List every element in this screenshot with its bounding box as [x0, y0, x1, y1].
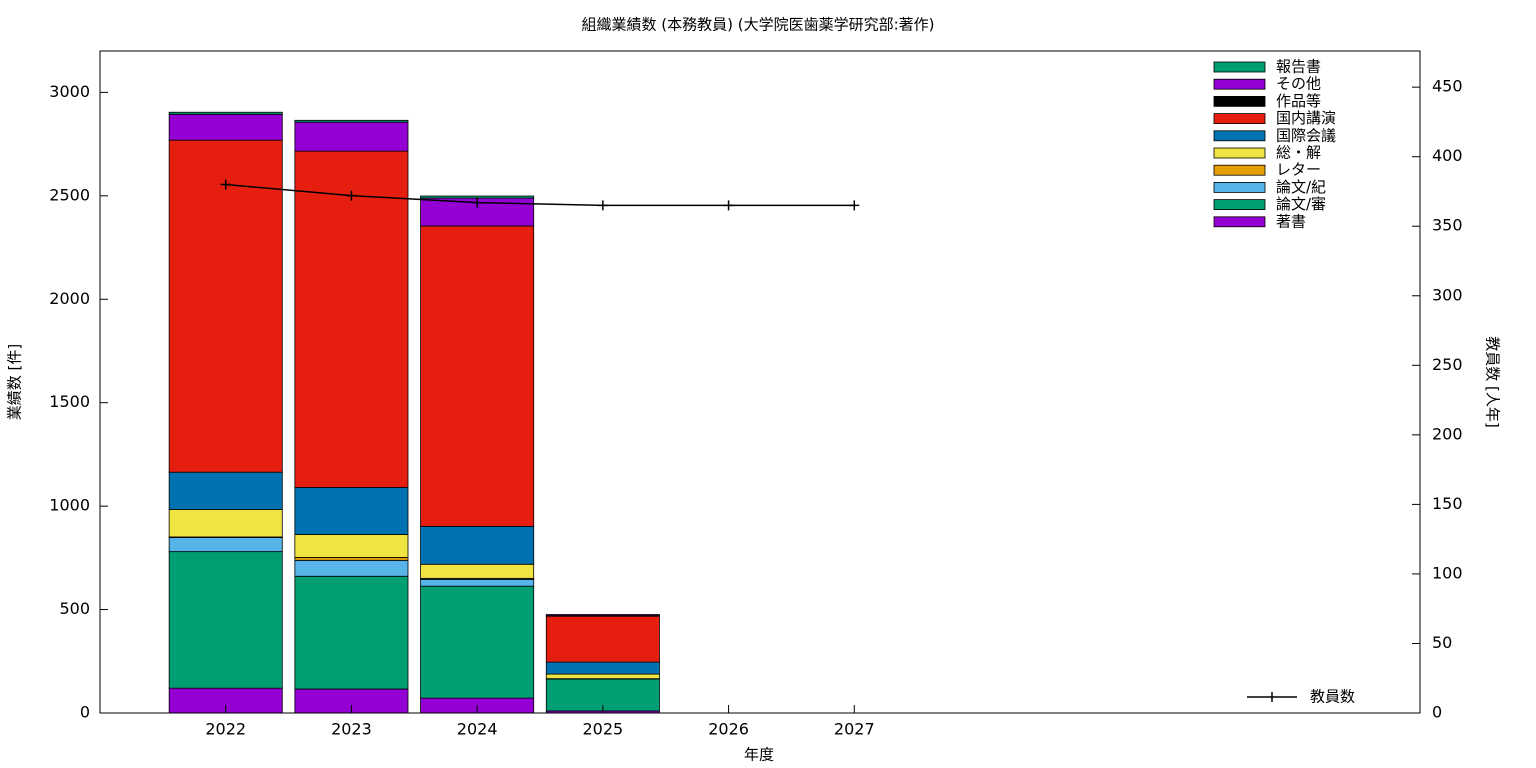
legend-swatch	[1213, 181, 1266, 193]
legend-swatch	[1213, 216, 1266, 228]
legend-label: その他	[1276, 75, 1321, 93]
legend-swatch	[1213, 61, 1266, 73]
line-point	[849, 200, 860, 211]
legend-swatch	[1213, 113, 1266, 124]
y2-tick-label: 400	[1432, 146, 1463, 165]
bar-segment	[294, 150, 409, 488]
y2-tick-label: 350	[1432, 216, 1463, 235]
y-axis-label: 業績数 [件]	[6, 344, 24, 420]
legend-label: 総・解	[1276, 144, 1321, 162]
bar-segment	[294, 487, 409, 535]
legend-label: 報告書	[1276, 58, 1321, 76]
y2-tick-label: 200	[1432, 424, 1463, 443]
x-tick-label: 2025	[582, 720, 623, 739]
x-tick-label: 2026	[708, 720, 749, 739]
bar-segment	[168, 111, 283, 115]
y2-tick-label: 100	[1432, 563, 1463, 582]
bar-segment	[294, 557, 409, 561]
y2-tick-label: 50	[1432, 633, 1452, 652]
legend-label: 国内講演	[1276, 109, 1336, 127]
bar-segment	[545, 673, 660, 680]
y-tick-label: 3000	[49, 82, 90, 101]
y2-tick-label: 250	[1432, 355, 1463, 374]
bar-segment	[294, 534, 409, 558]
y2-tick-label: 0	[1432, 703, 1442, 722]
x-tick-label: 2027	[834, 720, 875, 739]
bar-segment	[168, 113, 283, 141]
bar-segment	[168, 509, 283, 538]
y2-tick-label: 150	[1432, 494, 1463, 513]
bar-segment	[545, 661, 660, 675]
x-tick-label: 2022	[205, 720, 246, 739]
y-tick-label: 2500	[49, 185, 90, 204]
line-point	[723, 200, 734, 211]
bar-segment	[545, 614, 660, 616]
bar-segment	[168, 551, 283, 689]
chart-title: 組織業績数 (本務教員) (大学院医歯薬学研究部:著作)	[581, 16, 934, 34]
legend-line	[1247, 692, 1297, 702]
y2-tick-label: 300	[1432, 285, 1463, 304]
line-point	[220, 179, 231, 190]
bar-segment	[545, 615, 660, 663]
legend-label: 作品等	[1276, 92, 1321, 110]
y-tick-label: 500	[59, 599, 90, 618]
bar-segment	[420, 585, 535, 699]
bar-segment	[168, 139, 283, 473]
bar-segment	[168, 471, 283, 510]
line-series	[225, 183, 855, 207]
y-tick-label: 0	[80, 703, 90, 722]
legend-label: 国際会議	[1276, 126, 1336, 144]
y-tick-label: 2000	[49, 289, 90, 308]
x-tick-label: 2023	[331, 720, 372, 739]
line-point	[346, 190, 357, 201]
y-tick-label: 1000	[49, 496, 90, 515]
legend-label: 教員数	[1310, 688, 1355, 706]
line-point	[472, 197, 483, 208]
bar-segment	[294, 119, 409, 123]
y2-axis-label: 教員数 [人年]	[1484, 336, 1502, 427]
legend-label: 論文/審	[1276, 195, 1326, 213]
bar-segment	[294, 121, 409, 152]
legend-label: 著書	[1276, 212, 1306, 230]
bar-segment	[420, 525, 535, 565]
legend-swatch	[1213, 164, 1266, 176]
line-point	[597, 200, 608, 211]
legend-swatch	[1213, 78, 1266, 90]
y-tick-label: 1500	[49, 392, 90, 411]
bar-segment	[420, 578, 535, 587]
y2-tick-label: 450	[1432, 77, 1463, 96]
legend-swatch	[1213, 199, 1266, 211]
bar-segment	[420, 563, 535, 579]
bar-segment	[294, 575, 409, 690]
legend-swatch	[1213, 130, 1266, 142]
plot-border	[99, 50, 1421, 714]
x-tick-label: 2024	[457, 720, 498, 739]
legend-swatch	[1213, 147, 1266, 159]
legend-swatch	[1213, 96, 1266, 107]
bar-segment	[420, 225, 535, 527]
legend-label: レター	[1276, 161, 1321, 179]
legend-label: 論文/紀	[1276, 178, 1326, 196]
bar-segment	[294, 559, 409, 577]
x-axis-label: 年度	[744, 746, 774, 764]
bar-segment	[168, 537, 283, 553]
